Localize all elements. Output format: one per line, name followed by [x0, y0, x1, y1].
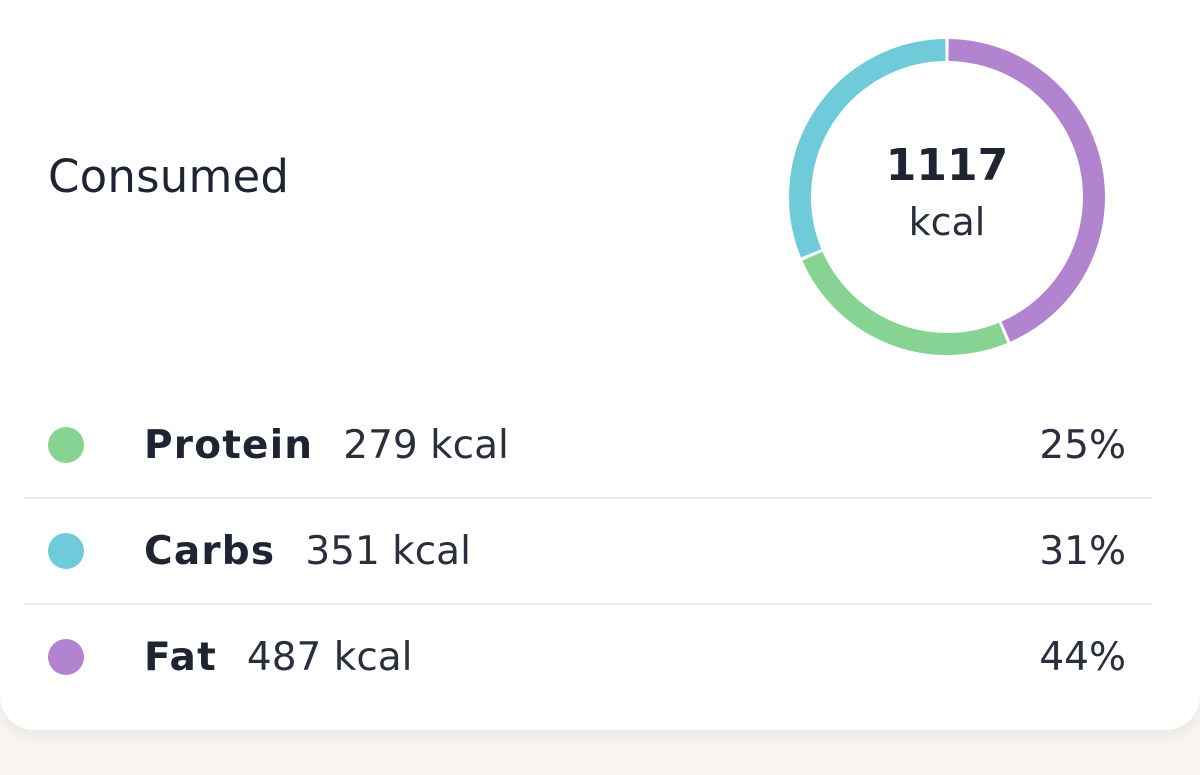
macro-name: Carbs [144, 528, 276, 574]
macro-name: Protein [144, 422, 314, 468]
fat-color-dot [48, 639, 84, 675]
macro-percent: 31% [1039, 528, 1126, 574]
macro-row-carbs: Carbs 351 kcal 31% [24, 499, 1152, 605]
macro-list: Protein 279 kcal 25% Carbs 351 kcal 31% … [24, 393, 1152, 709]
macro-kcal: 279 kcal [343, 422, 509, 468]
donut-svg [789, 39, 1105, 355]
macro-row-fat: Fat 487 kcal 44% [24, 605, 1152, 709]
protein-color-dot [48, 427, 84, 463]
macro-kcal: 351 kcal [305, 528, 471, 574]
carbs-color-dot [48, 533, 84, 569]
card-title: Consumed [48, 150, 290, 203]
macro-percent: 44% [1039, 634, 1126, 680]
donut-slice-fat [948, 39, 1105, 342]
macro-kcal: 487 kcal [246, 634, 413, 680]
total-kcal-value: 1117 [885, 140, 1009, 191]
donut-slice-protein [802, 251, 1008, 355]
macro-name: Fat [144, 634, 217, 680]
macro-row-protein: Protein 279 kcal 25% [24, 393, 1152, 499]
donut-center: 1117 kcal [778, 28, 1116, 366]
donut-slice-carbs [789, 39, 946, 258]
consumed-card: Consumed 1117 kcal Protein 279 kcal 25% … [0, 0, 1200, 730]
total-kcal-unit: kcal [908, 200, 986, 244]
calorie-donut-chart: 1117 kcal [778, 28, 1116, 366]
macro-percent: 25% [1039, 422, 1126, 468]
